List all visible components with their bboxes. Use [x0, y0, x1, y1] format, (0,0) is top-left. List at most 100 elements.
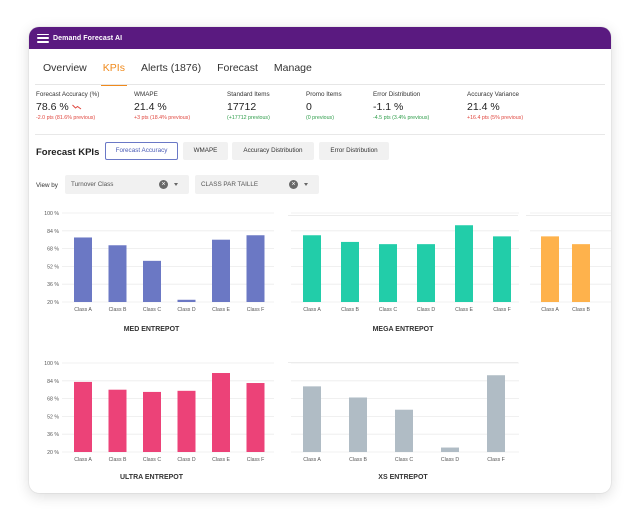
x-tick-label: Class A [74, 307, 92, 313]
kpi-value: -1.1 % [373, 101, 404, 113]
forecast-accuracy-button[interactable]: Forecast Accuracy [105, 142, 178, 160]
bar [108, 389, 127, 452]
y-tick-label: 100 % [44, 211, 59, 217]
x-tick-label: Class D [177, 307, 195, 313]
clear-icon[interactable]: × [159, 180, 168, 189]
ultra-entrepot-title: ULTRA ENTREPOT [120, 474, 183, 481]
y-tick-label: 84 % [47, 379, 59, 385]
bar [395, 409, 413, 452]
x-tick-label: Class A [303, 307, 321, 313]
xs-entrepot-title: XS ENTREPOT [378, 474, 428, 481]
bar [74, 381, 92, 452]
menu-icon[interactable] [37, 33, 49, 43]
bar [341, 241, 359, 302]
x-tick-label: Class D [177, 457, 195, 463]
bar [74, 237, 92, 302]
tabs-divider [35, 84, 605, 85]
bar [246, 235, 265, 302]
kpi-value-text: 78.6 % [36, 101, 69, 113]
kpi-value: 21.4 % [134, 101, 167, 113]
bar [455, 225, 473, 302]
kpi-value: 78.6 % [36, 101, 99, 113]
accuracy-distribution-button[interactable]: Accuracy Distribution [232, 142, 314, 160]
error-distribution-button[interactable]: Error Distribution [319, 142, 389, 160]
x-tick-label: Class A [74, 457, 92, 463]
third-chart-partial: Class A Class B [530, 212, 611, 313]
select-value: Turnover Class [71, 181, 114, 188]
app-window: Demand Forecast AI Overview KPIs Alerts … [29, 27, 611, 493]
x-tick-label: Class C [379, 307, 397, 313]
x-tick-label: Class E [455, 307, 473, 313]
kpi-delta: -4.5 pts (3.4% previous) [373, 115, 430, 121]
y-tick-label: 36 % [47, 432, 59, 438]
x-tick-label: Class D [441, 457, 459, 463]
bar [417, 244, 435, 302]
chart-separator [288, 215, 518, 216]
kpi-delta: -2.0 pts (81.6% previous) [36, 115, 96, 121]
x-tick-label: Class C [143, 307, 161, 313]
bar [303, 235, 321, 302]
x-tick-label: Class F [493, 307, 511, 313]
tab-bar: Overview KPIs Alerts (1876) Forecast Man… [43, 62, 312, 86]
kpi-wmape: WMAPE 21.4 % +3 pts (18.4% previous) [134, 91, 190, 121]
x-tick-label: Class F [487, 457, 505, 463]
tab-alerts[interactable]: Alerts (1876) [140, 62, 202, 74]
chevron-down-icon[interactable] [174, 183, 178, 186]
kpi-label: Promo Items [306, 91, 342, 98]
x-tick-label: Class F [247, 307, 265, 313]
x-tick-label: Class A [303, 457, 321, 463]
kpi-value: 21.4 % [467, 101, 500, 113]
x-tick-label: Class B [572, 307, 590, 313]
tab-overview[interactable]: Overview [43, 62, 87, 74]
x-tick-label: Class A [541, 307, 559, 313]
bar [349, 397, 367, 452]
mega-entrepot-chart: Class A Class B Class C Class D Class E Class… [291, 212, 519, 313]
app-title: Demand Forecast AI [53, 34, 123, 42]
ultra-entrepot-chart: 100 % 84 % 68 % 52 % 36 % 20 % Class A Class B C… [44, 361, 274, 463]
kpi-divider [35, 134, 605, 135]
tab-kpis[interactable]: KPIs [100, 62, 128, 86]
y-tick-label: 100 % [44, 361, 59, 367]
kpi-delta: (0 previous) [306, 115, 334, 121]
bar [212, 239, 230, 302]
select-value: CLASS PAR TAILLE [201, 181, 259, 188]
y-tick-label: 20 % [47, 300, 59, 306]
kpi-label: Standard Items [227, 91, 270, 98]
bar [303, 386, 321, 452]
mega-entrepot-title: MEGA ENTREPOT [372, 326, 434, 333]
chevron-down-icon[interactable] [304, 183, 308, 186]
x-tick-label: Class C [143, 457, 161, 463]
wmape-button[interactable]: WMAPE [183, 142, 228, 160]
bar [212, 373, 230, 452]
class-par-taille-select[interactable]: CLASS PAR TAILLE × [195, 175, 319, 194]
y-tick-label: 20 % [47, 450, 59, 456]
x-tick-label: Class E [212, 457, 230, 463]
kpi-delta: (+17712 previous) [227, 115, 270, 121]
xs-entrepot-chart: Class A Class B Class C Class D Class F [291, 362, 519, 463]
tab-manage[interactable]: Manage [273, 62, 312, 74]
kpi-delta: +16.4 pts (5% previous) [467, 115, 524, 121]
x-tick-label: Class B [109, 307, 127, 313]
kpi-label: Forecast Accuracy (%) [36, 91, 100, 98]
kpi-error-distribution: Error Distribution -1.1 % -4.5 pts (3.4%… [373, 91, 429, 121]
x-tick-label: Class E [212, 307, 230, 313]
bar [143, 391, 161, 452]
y-tick-label: 68 % [47, 247, 59, 253]
bar [572, 244, 590, 302]
y-tick-label: 68 % [47, 397, 59, 403]
y-tick-label: 52 % [47, 414, 59, 420]
tab-forecast[interactable]: Forecast [217, 62, 258, 74]
clear-icon[interactable]: × [289, 180, 298, 189]
bar [441, 447, 459, 452]
view-by-label: View by [36, 182, 58, 189]
x-tick-label: Class B [341, 307, 359, 313]
med-entrepot-chart: 100 % 84 % 68 % 52 % 36 % 20 % Class A Class B C… [44, 211, 274, 313]
section-title: Forecast KPIs [36, 147, 100, 158]
y-tick-label: 52 % [47, 264, 59, 270]
bar [493, 236, 511, 302]
bar [177, 390, 196, 452]
turnover-class-select[interactable]: Turnover Class × [65, 175, 189, 194]
bar [246, 383, 265, 452]
kpi-label: WMAPE [134, 91, 158, 98]
bar [108, 245, 127, 302]
